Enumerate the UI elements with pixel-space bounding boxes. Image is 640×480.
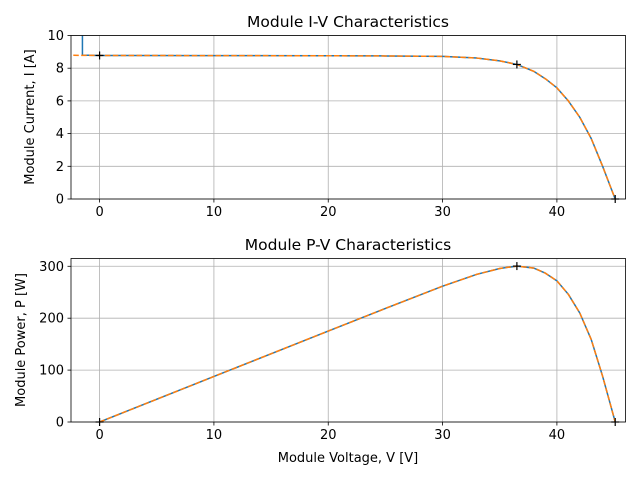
iv-xtick-label: 10 — [206, 205, 223, 220]
pv-plot-ticks: 0 10 20 30 40 0 100 200 300 — [39, 260, 565, 443]
pv-ytick-label: 200 — [39, 312, 64, 327]
iv-plot: Module I-V Characteristics Module Curren… — [23, 13, 626, 220]
iv-ytick-label: 2 — [56, 160, 64, 175]
iv-point-marker — [512, 60, 521, 69]
pv-xtick-label: 0 — [95, 428, 103, 443]
iv-plot-markers — [95, 51, 620, 203]
pv-plot-series — [99, 265, 616, 422]
iv-ytick-label: 0 — [56, 193, 64, 208]
pv-plot-xlabel: Module Voltage, V [V] — [278, 451, 419, 466]
iv-plot-series — [73, 35, 616, 199]
iv-xtick-label: 0 — [95, 205, 103, 220]
iv-ytick-label: 6 — [56, 94, 64, 109]
pv-series-solid-line — [99, 265, 616, 422]
iv-xtick-label: 40 — [549, 205, 566, 220]
iv-ytick-label: 10 — [47, 29, 64, 44]
pv-point-marker — [512, 262, 521, 271]
pv-ytick-label: 300 — [39, 260, 64, 275]
pv-plot-grid — [71, 258, 626, 423]
pv-plot-frame — [70, 258, 626, 423]
iv-plot-grid — [71, 35, 626, 200]
pv-xtick-label: 30 — [434, 428, 451, 443]
iv-plot-ticks: 0 10 20 30 40 0 2 4 6 8 10 — [47, 29, 565, 220]
iv-plot-ylabel: Module Current, I [A] — [23, 49, 38, 185]
pv-plot: Module P-V Characteristics Module Power,… — [14, 236, 626, 466]
pv-series-dashed-line — [99, 265, 616, 422]
pv-xtick-label: 10 — [206, 428, 223, 443]
iv-series-solid-line — [81, 35, 616, 199]
pv-xtick-label: 20 — [320, 428, 337, 443]
iv-series-dashed-line — [73, 54, 616, 199]
pv-plot-markers — [95, 262, 620, 426]
iv-ytick-label: 4 — [56, 127, 64, 142]
pv-plot-ylabel: Module Power, P [W] — [14, 273, 29, 407]
pv-xtick-label: 40 — [549, 428, 566, 443]
iv-xtick-label: 20 — [320, 205, 337, 220]
iv-plot-title: Module I-V Characteristics — [247, 13, 449, 31]
iv-ytick-label: 8 — [56, 62, 64, 77]
iv-xtick-label: 30 — [434, 205, 451, 220]
pv-ytick-label: 100 — [39, 364, 64, 379]
pv-plot-title: Module P-V Characteristics — [245, 236, 451, 254]
iv-plot-frame — [70, 35, 626, 200]
iv-point-marker — [95, 51, 104, 60]
pv-ytick-label: 0 — [56, 416, 64, 431]
